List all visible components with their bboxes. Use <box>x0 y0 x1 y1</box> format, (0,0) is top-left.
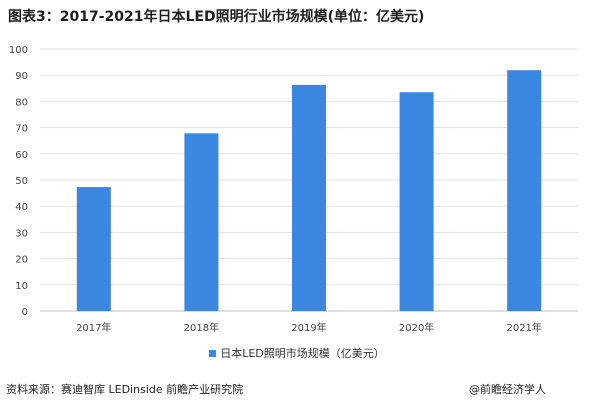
x-tick-label: 2017年 <box>76 321 111 334</box>
legend-label: 日本LED照明市场规模（亿美元） <box>220 347 385 360</box>
y-tick-label: 20 <box>15 255 28 266</box>
y-tick-label: 10 <box>15 281 28 292</box>
x-axis-ticks: 2017年 2018年 2019年 2020年 2021年 <box>76 321 542 334</box>
brand-watermark: @前瞻经济学人 <box>469 383 546 396</box>
legend-swatch <box>209 349 217 357</box>
bars <box>76 70 542 311</box>
y-tick-label: 70 <box>15 124 28 135</box>
bar <box>399 92 434 311</box>
y-tick-label: 50 <box>15 176 28 187</box>
y-tick-label: 80 <box>15 97 28 108</box>
x-tick-label: 2021年 <box>506 321 541 334</box>
bar <box>184 133 219 311</box>
source-note: 资料来源：赛迪智库 LEDinside 前瞻产业研究院 <box>6 383 244 396</box>
x-tick-label: 2018年 <box>184 321 219 334</box>
y-tick-label: 60 <box>15 150 28 161</box>
y-tick-label: 0 <box>22 307 28 318</box>
bar <box>292 84 326 311</box>
y-tick-label: 100 <box>9 45 28 56</box>
bar <box>507 70 542 311</box>
chart-title: 图表3：2017-2021年日本LED照明行业市场规模(单位：亿美元) <box>8 9 425 25</box>
x-tick-label: 2020年 <box>399 321 434 334</box>
y-tick-label: 30 <box>15 228 28 239</box>
y-tick-label: 40 <box>15 202 28 213</box>
x-tick-label: 2019年 <box>291 321 326 334</box>
y-tick-label: 90 <box>15 71 28 82</box>
y-axis-ticks: 0 10 20 30 40 50 60 70 80 90 100 <box>9 45 28 318</box>
legend: 日本LED照明市场规模（亿美元） <box>0 345 594 361</box>
bar <box>76 187 111 311</box>
